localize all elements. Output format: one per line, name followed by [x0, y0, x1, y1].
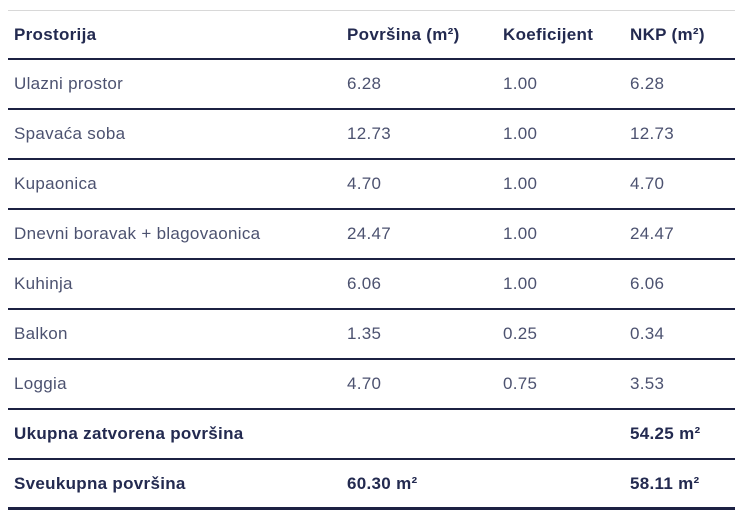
room-area: 4.70 [347, 174, 382, 193]
room-name: Balkon [14, 324, 68, 343]
summary-label: Ukupna zatvorena površina [14, 424, 244, 443]
column-header-prostorija: Prostorija [14, 24, 97, 44]
room-area: 12.73 [347, 124, 392, 143]
column-header-nkp: NKP (m²) [630, 24, 705, 44]
table-row-spavaca-soba: Spavaća soba 12.73 1.00 12.73 [8, 110, 735, 160]
room-name: Kuhinja [14, 274, 73, 293]
room-coefficient: 1.00 [503, 224, 538, 243]
room-name: Ulazni prostor [14, 74, 124, 93]
room-nkp: 4.70 [630, 174, 665, 193]
room-nkp: 6.06 [630, 274, 665, 293]
room-coefficient: 1.00 [503, 74, 538, 93]
table-row-balkon: Balkon 1.35 0.25 0.34 [8, 310, 735, 360]
room-area: 4.70 [347, 374, 382, 393]
table-row-kupaonica: Kupaonica 4.70 1.00 4.70 [8, 160, 735, 210]
room-area: 24.47 [347, 224, 392, 243]
table-row-ulazni-prostor: Ulazni prostor 6.28 1.00 6.28 [8, 60, 735, 110]
summary-nkp: 58.11 m² [630, 473, 700, 493]
room-area-table: Prostorija Površina (m²) Koeficijent NKP… [8, 10, 735, 510]
room-coefficient: 0.25 [503, 324, 538, 343]
summary-row-total-area: Sveukupna površina 60.30 m² 58.11 m² [8, 460, 735, 510]
room-area: 6.28 [347, 74, 382, 93]
summary-label: Sveukupna površina [14, 473, 186, 493]
room-nkp: 6.28 [630, 74, 665, 93]
room-nkp: 24.47 [630, 224, 675, 243]
room-name: Loggia [14, 374, 67, 393]
room-nkp: 3.53 [630, 374, 665, 393]
room-area: 6.06 [347, 274, 382, 293]
room-coefficient: 1.00 [503, 124, 538, 143]
room-name: Dnevni boravak + blagovaonica [14, 224, 261, 243]
table-row-dnevni-boravak: Dnevni boravak + blagovaonica 24.47 1.00… [8, 210, 735, 260]
summary-nkp: 54.25 m² [630, 424, 701, 443]
room-nkp: 12.73 [630, 124, 675, 143]
column-header-koeficijent: Koeficijent [503, 24, 594, 44]
table-header-row: Prostorija Površina (m²) Koeficijent NKP… [8, 10, 735, 60]
room-area: 1.35 [347, 324, 382, 343]
room-nkp: 0.34 [630, 324, 665, 343]
room-coefficient: 1.00 [503, 274, 538, 293]
table-row-kuhinja: Kuhinja 6.06 1.00 6.06 [8, 260, 735, 310]
summary-area: 60.30 m² [347, 473, 418, 493]
room-name: Kupaonica [14, 174, 98, 193]
column-header-povrsina: Površina (m²) [347, 24, 460, 44]
room-coefficient: 1.00 [503, 174, 538, 193]
room-name: Spavaća soba [14, 124, 126, 143]
table-row-loggia: Loggia 4.70 0.75 3.53 [8, 360, 735, 410]
summary-row-closed-area: Ukupna zatvorena površina 54.25 m² [8, 410, 735, 460]
room-coefficient: 0.75 [503, 374, 538, 393]
